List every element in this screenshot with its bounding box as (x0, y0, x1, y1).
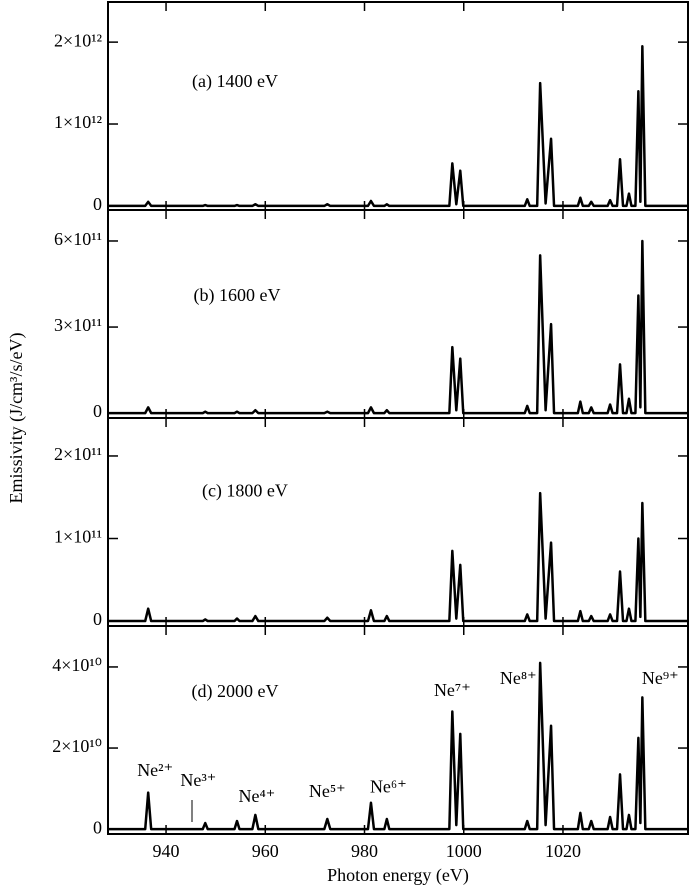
annotation: (d) 2000 eV (192, 681, 279, 702)
y-tick-label: 0 (93, 609, 102, 629)
y-tick-label: 0 (93, 401, 102, 421)
annotation: Ne²⁺ (137, 760, 173, 780)
annotation: Ne⁷⁺ (434, 680, 471, 700)
y-tick-label: 4×10¹⁰ (52, 655, 102, 675)
y-tick-label: 1×10¹² (54, 112, 102, 132)
y-tick-label: 2×10¹¹ (54, 444, 102, 464)
annotation: Ne⁶⁺ (370, 776, 407, 796)
x-axis-label: Photon energy (eV) (327, 865, 469, 886)
y-tick-label: 6×10¹¹ (54, 229, 102, 249)
x-tick-label: 1000 (446, 841, 482, 861)
y-tick-label: 2×10¹² (54, 30, 102, 50)
annotation: (a) 1400 eV (192, 71, 278, 92)
x-tick-label: 1020 (545, 841, 581, 861)
spectrum-line (108, 239, 688, 415)
annotation: Ne⁹⁺ (642, 668, 679, 688)
spectrum-line (108, 491, 688, 623)
y-tick-label: 0 (93, 817, 102, 837)
spectrum-line (108, 661, 688, 831)
annotation: Ne⁸⁺ (500, 668, 537, 688)
y-axis-label: Emissivity (J/cm³/s/eV) (6, 333, 27, 504)
x-tick-label: 940 (153, 841, 180, 861)
annotation: Ne³⁺ (180, 770, 216, 790)
x-tick-label: 960 (252, 841, 279, 861)
y-tick-label: 0 (93, 194, 102, 214)
spectrum-line (108, 44, 688, 208)
panel-frame (107, 417, 689, 627)
y-tick-label: 3×10¹¹ (54, 315, 102, 335)
annotation: (b) 1600 eV (194, 285, 281, 306)
panel-frame (107, 1, 689, 211)
panel-frame (107, 625, 689, 835)
x-tick-label: 980 (351, 841, 378, 861)
annotation: Ne⁴⁺ (238, 786, 275, 806)
annotation: Ne⁵⁺ (309, 781, 346, 801)
panel-frame (107, 209, 689, 419)
annotation: (c) 1800 eV (202, 480, 288, 501)
y-tick-label: 2×10¹⁰ (52, 736, 102, 756)
y-tick-label: 1×10¹¹ (54, 527, 102, 547)
